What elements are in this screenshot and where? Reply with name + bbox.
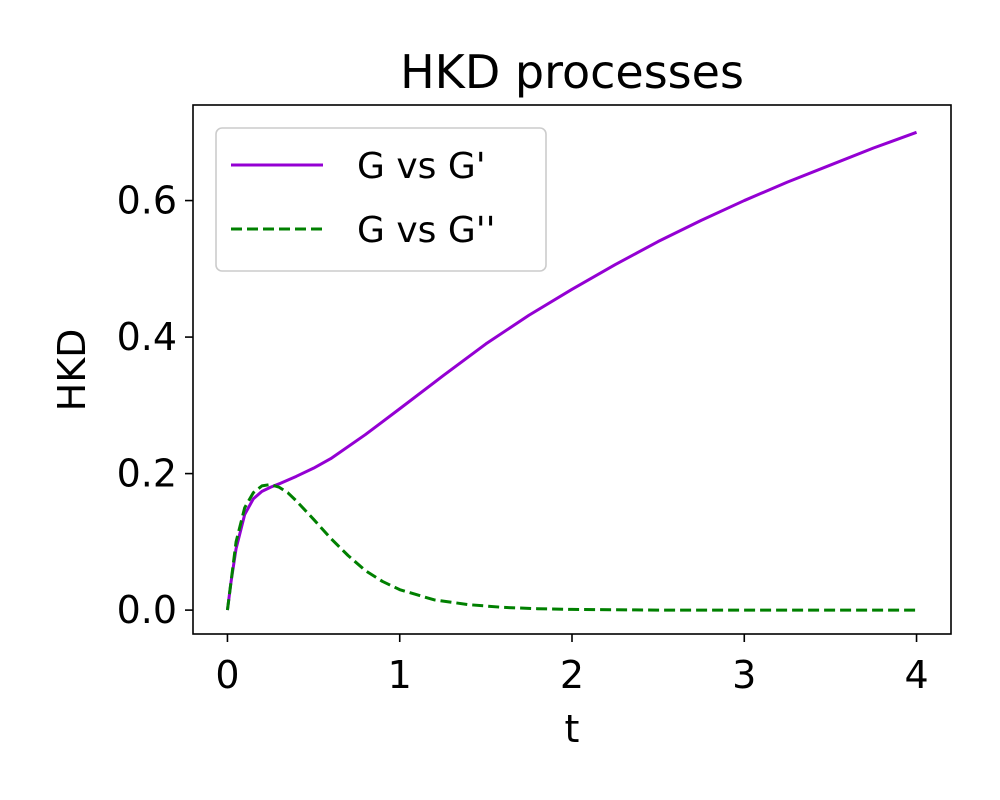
x-axis-label: t bbox=[565, 707, 580, 751]
y-tick-label: 0.0 bbox=[117, 588, 177, 632]
x-tick-label: 2 bbox=[560, 653, 584, 697]
x-tick-label: 3 bbox=[732, 653, 756, 697]
x-tick-label: 1 bbox=[388, 653, 412, 697]
x-axis-ticks: 0 1 2 3 4 bbox=[215, 634, 929, 697]
y-tick-label: 0.4 bbox=[117, 315, 177, 359]
y-axis-label: HKD bbox=[50, 329, 94, 412]
legend-label-g-vs-g-prime: G vs G' bbox=[357, 146, 486, 187]
x-tick-label: 4 bbox=[904, 653, 928, 697]
y-axis-ticks: 0.0 0.2 0.4 0.6 bbox=[117, 179, 193, 632]
y-tick-label: 0.6 bbox=[117, 179, 177, 223]
series-line-0 bbox=[225, 130, 918, 611]
series-line-1 bbox=[225, 483, 917, 612]
legend: G vs G' G vs G'' bbox=[215, 127, 547, 272]
x-tick-label: 0 bbox=[215, 653, 239, 697]
series-layer bbox=[225, 130, 918, 612]
plot-frame bbox=[192, 104, 952, 635]
y-tick-label: 0.2 bbox=[117, 452, 177, 496]
legend-label-g-vs-g-double-prime: G vs G'' bbox=[357, 210, 496, 251]
chart-title: HKD processes bbox=[400, 45, 744, 99]
